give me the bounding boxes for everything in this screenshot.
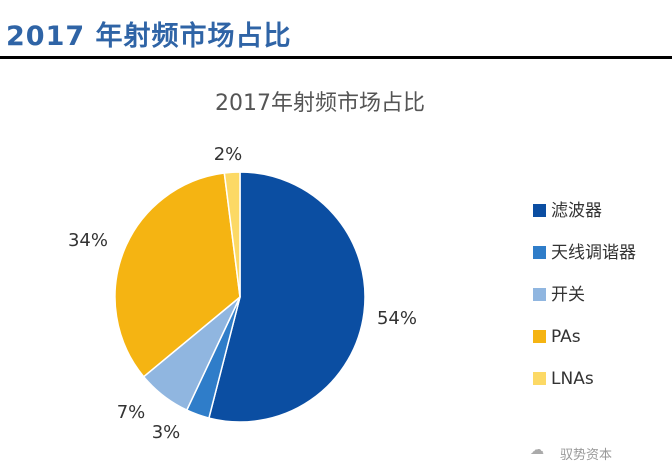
- legend-label: LNAs: [551, 369, 594, 389]
- pie-slice-3: [114, 172, 241, 378]
- legend-label: 滤波器: [551, 201, 602, 221]
- legend-label: 天线调谐器: [551, 243, 636, 263]
- legend-swatch: [533, 288, 546, 301]
- legend-swatch: [533, 330, 546, 343]
- watermark: 驭势资本: [560, 448, 613, 463]
- data-label: 3%: [152, 422, 181, 443]
- title-divider: [0, 56, 672, 59]
- pie-slice-4: [223, 171, 241, 298]
- data-label: 34%: [68, 230, 108, 251]
- legend-label: 开关: [551, 285, 585, 305]
- chart-title: 2017年射频市场占比: [215, 91, 425, 116]
- data-label: 54%: [377, 308, 417, 329]
- page-title: 2017 年射频市场占比: [6, 21, 292, 52]
- data-label: 7%: [117, 402, 146, 423]
- legend-swatch: [533, 372, 546, 385]
- data-label: 2%: [214, 144, 243, 165]
- wechat-icon: ☁: [530, 442, 544, 458]
- legend-swatch: [533, 204, 546, 217]
- legend-swatch: [533, 246, 546, 259]
- pie-slice-0: [208, 171, 366, 423]
- legend-label: PAs: [551, 327, 581, 347]
